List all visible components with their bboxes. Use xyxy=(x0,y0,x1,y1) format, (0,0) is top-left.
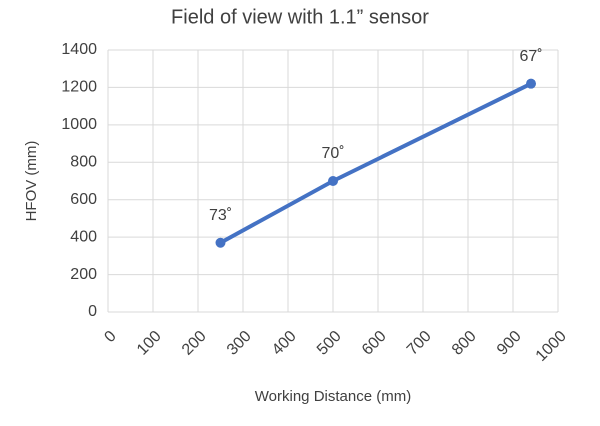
x-tick-label: 0 xyxy=(101,328,119,346)
y-tick-label: 800 xyxy=(70,154,97,171)
y-tick-label: 1400 xyxy=(61,41,97,58)
point xyxy=(328,176,338,186)
x-axis-label: Working Distance (mm) xyxy=(255,388,411,405)
annotation: 70˚ xyxy=(321,145,344,162)
annotation: 67˚ xyxy=(519,48,542,65)
annotation: 73˚ xyxy=(209,207,232,224)
y-tick-label: 1200 xyxy=(61,79,97,96)
y-tick-label: 0 xyxy=(88,303,97,320)
y-tick-label: 1000 xyxy=(61,116,97,133)
x-tick-label: 100 xyxy=(134,328,165,359)
x-tick-label: 200 xyxy=(179,328,210,359)
y-tick-label: 400 xyxy=(70,228,97,245)
point xyxy=(526,78,536,89)
x-tick-label: 600 xyxy=(359,328,390,359)
x-tick-label: 500 xyxy=(314,328,345,359)
x-tick-label: 900 xyxy=(494,328,525,359)
x-tick-label: 800 xyxy=(449,328,480,359)
x-tick-label: 700 xyxy=(404,328,435,359)
x-tick-label: 300 xyxy=(224,328,255,359)
chart-title: Field of view with 1.1” sensor xyxy=(171,6,429,28)
line xyxy=(219,81,532,245)
y-tick-label: 600 xyxy=(70,191,97,208)
point xyxy=(215,237,226,248)
x-tick-label: 400 xyxy=(269,328,300,359)
y-tick-label: 200 xyxy=(70,266,97,283)
x-tick-label: 1000 xyxy=(533,328,570,365)
y-axis-label: HFOV (mm) xyxy=(23,141,40,222)
